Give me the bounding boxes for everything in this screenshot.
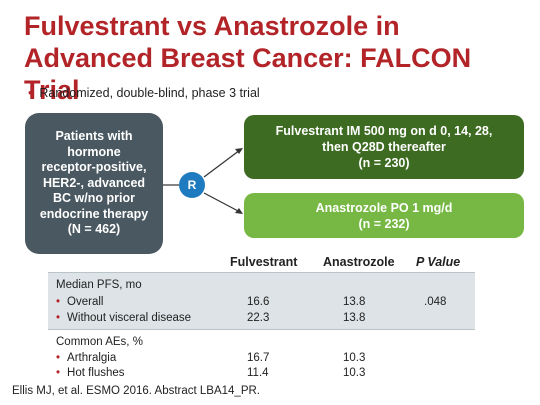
patients-line: receptor-positive, [41, 160, 147, 175]
fulvestrant-arm-box: Fulvestrant IM 500 mg on d 0, 14, 28, th… [244, 115, 524, 179]
table-cell: 16.7 [247, 352, 270, 364]
arrowhead-arm2 [235, 208, 243, 214]
ae-section-heading: Common AEs, % [56, 336, 143, 348]
arrow-to-arm2 [203, 192, 241, 213]
table-row-label: • Overall [56, 296, 104, 308]
randomization-node: R [179, 172, 205, 198]
patients-line: Patients with [55, 129, 133, 144]
arm1-line: (n = 230) [358, 156, 410, 170]
table-cell: 10.3 [343, 367, 366, 379]
table-cell: 11.4 [247, 367, 269, 379]
slide-title: Fulvestrant vs Anastrozole in Advanced B… [24, 11, 472, 105]
table-cell: .048 [424, 296, 447, 308]
table-cell: 16.6 [247, 296, 270, 308]
table-cell: 10.3 [343, 352, 366, 364]
design-bullet: • Randomized, double-blind, phase 3 trial [28, 86, 260, 100]
bullet-dot: • [28, 86, 33, 100]
table-row-label: • Without visceral disease [56, 312, 192, 324]
patients-line: BC w/no prior [53, 191, 135, 206]
table-cell: 13.8 [343, 312, 366, 324]
arm2-line: (n = 232) [358, 216, 410, 231]
table-cell: 13.8 [343, 296, 366, 308]
table-divider [48, 329, 475, 330]
anastrozole-arm-box: Anastrozole PO 1 mg/d (n = 232) [244, 193, 524, 238]
arm1-line: then Q28D thereafter [322, 140, 446, 154]
table-row-label: • Hot flushes [56, 367, 125, 379]
arrow-to-arm1 [203, 149, 241, 178]
citation: Ellis MJ, et al. ESMO 2016. Abstract LBA… [12, 385, 260, 397]
table-divider [48, 272, 475, 273]
arm1-line: Fulvestrant IM 500 mg on d 0, 14, 28, [275, 124, 493, 138]
patients-box: Patients with hormone receptor-positive,… [25, 113, 163, 254]
pfs-section-heading: Median PFS, mo [56, 279, 142, 291]
arm2-line: Anastrozole PO 1 mg/d [315, 200, 453, 215]
patients-line: HER2-, advanced [42, 175, 146, 190]
table-cell: 22.3 [247, 312, 270, 324]
patients-line: hormone [67, 144, 121, 159]
patients-line: (N = 462) [67, 222, 121, 237]
pfs-section-band [48, 272, 475, 329]
table-row-label: • Arthralgia [56, 352, 117, 364]
design-text: Randomized, double-blind, phase 3 trial [39, 86, 260, 100]
arrowhead-arm1 [235, 148, 243, 154]
header-fulvestrant: Fulvestrant [230, 255, 298, 269]
header-anastrozole: Anastrozole [323, 255, 395, 269]
patients-line: endocrine therapy [39, 206, 149, 221]
header-p-value: P Value [416, 255, 461, 269]
